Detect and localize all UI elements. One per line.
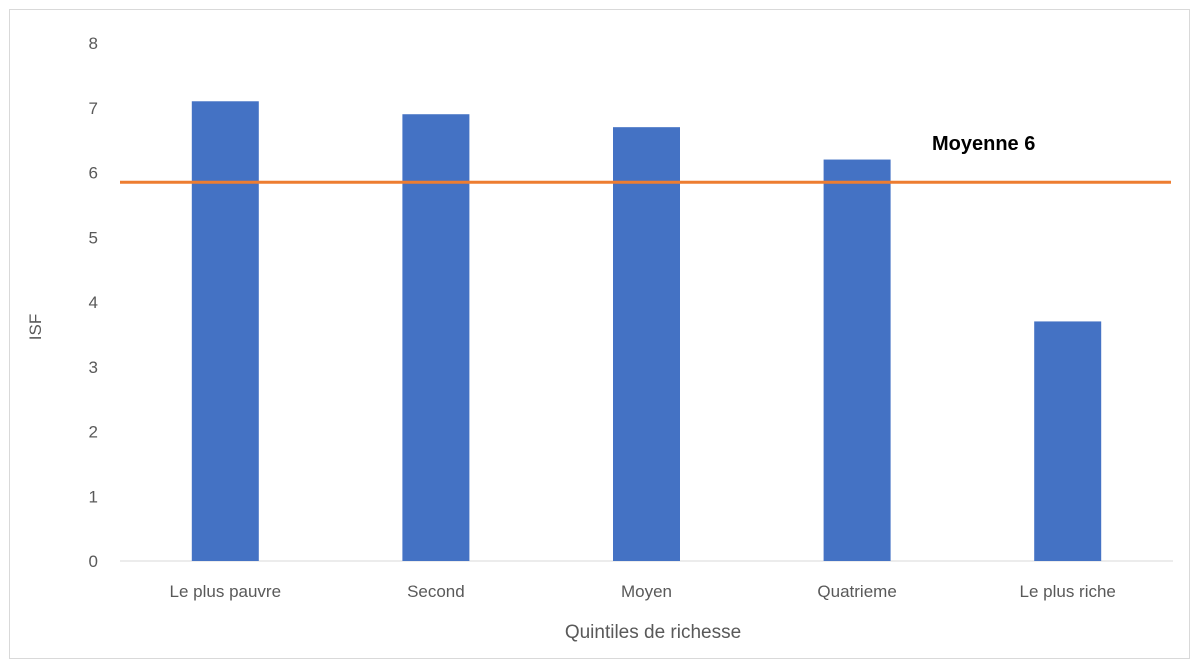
bars: [191, 101, 1102, 562]
bar: [191, 101, 259, 562]
x-axis-ticks: Le plus pauvre Second Moyen Quatrieme Le plu…: [170, 582, 1116, 601]
x-tick-label: Le plus pauvre: [170, 582, 282, 601]
x-tick-label: Moyen: [621, 582, 672, 601]
x-tick-label: Second: [407, 582, 465, 601]
y-tick-label: 3: [89, 358, 98, 377]
mean-reference-label: Moyenne 6: [932, 133, 1035, 155]
bar: [1034, 321, 1102, 561]
y-tick-label: 0: [89, 552, 98, 571]
x-tick-label: Quatrieme: [817, 582, 896, 601]
y-tick-label: 4: [89, 293, 98, 312]
y-tick-label: 5: [89, 228, 98, 247]
y-tick-label: 1: [89, 487, 98, 506]
x-tick-label: Le plus riche: [1020, 582, 1116, 601]
y-axis-ticks: 0 1 2 3 4 5 6 7 8: [89, 34, 98, 571]
y-tick-label: 7: [89, 99, 98, 118]
x-axis-title: Quintiles de richesse: [565, 622, 741, 643]
y-tick-label: 2: [89, 423, 98, 442]
bar: [402, 114, 470, 561]
y-axis-title: ISF: [26, 314, 45, 340]
bar: [823, 159, 891, 562]
bar: [613, 127, 680, 562]
y-tick-label: 6: [89, 164, 98, 183]
y-tick-label: 8: [89, 34, 98, 53]
